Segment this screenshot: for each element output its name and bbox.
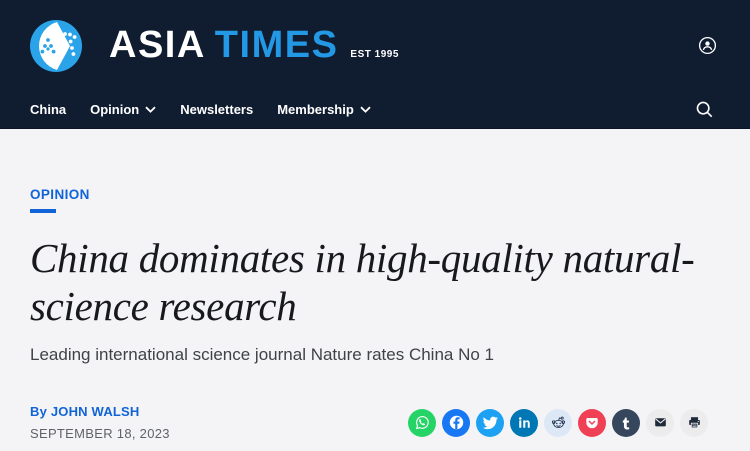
nav-item-newsletters[interactable]: Newsletters (180, 102, 253, 117)
author-link[interactable]: By JOHN WALSH (30, 404, 140, 419)
chevron-down-icon (360, 106, 371, 113)
account-icon (698, 36, 716, 55)
reddit-icon (551, 416, 565, 428)
share-buttons (408, 408, 720, 437)
nav-item-label: China (30, 102, 67, 117)
whatsapp-icon (415, 415, 429, 430)
main-nav: China Opinion Newsletters Membership (0, 91, 750, 129)
byline-block: By JOHN WALSH SEPTEMBER 18, 2023 (30, 404, 170, 441)
wordmark-asia: ASIA (109, 24, 206, 66)
search-icon (696, 101, 712, 118)
category-label: OPINION (30, 187, 90, 202)
nav-item-opinion[interactable]: Opinion (90, 102, 156, 117)
share-whatsapp-button[interactable] (408, 408, 436, 437)
search-button[interactable] (692, 98, 716, 122)
share-print-button[interactable] (680, 408, 708, 437)
share-pocket-button[interactable] (578, 408, 606, 437)
tumblr-icon (622, 417, 629, 430)
nav-item-label: Opinion (90, 102, 140, 117)
nav-item-china[interactable]: China (30, 102, 66, 117)
site-header: ASIA TIMES EST 1995 (0, 0, 750, 91)
wordmark-established: EST 1995 (350, 49, 399, 60)
share-email-button[interactable] (646, 408, 674, 437)
wordmark-times: TIMES (214, 24, 339, 66)
share-reddit-button[interactable] (544, 408, 572, 437)
account-button[interactable] (694, 33, 720, 59)
share-linkedin-button[interactable] (510, 408, 538, 437)
facebook-icon (449, 415, 463, 430)
share-tumblr-button[interactable] (612, 408, 640, 437)
asia-times-logo-icon[interactable] (30, 19, 82, 72)
share-twitter-button[interactable] (476, 408, 504, 437)
linkedin-icon (518, 417, 530, 428)
category-underline (30, 209, 56, 213)
chevron-down-icon (145, 106, 156, 113)
article-header: OPINION China dominates in high-quality … (0, 129, 750, 441)
share-facebook-button[interactable] (442, 408, 470, 437)
category-link[interactable]: OPINION (30, 187, 720, 213)
article-subtitle: Leading international science journal Na… (30, 345, 495, 364)
nav-item-label: Newsletters (180, 102, 254, 117)
pocket-icon (586, 417, 598, 428)
nav-item-membership[interactable]: Membership (277, 102, 371, 117)
email-icon (654, 418, 666, 427)
site-wordmark[interactable]: ASIA TIMES EST 1995 (109, 24, 399, 67)
nav-item-label: Membership (277, 102, 354, 117)
publish-date: SEPTEMBER 18, 2023 (30, 426, 170, 441)
article-headline: China dominates in high-quality natural-… (30, 235, 695, 329)
twitter-icon (482, 416, 498, 430)
byline-row: By JOHN WALSH SEPTEMBER 18, 2023 (30, 404, 720, 441)
print-icon (688, 417, 700, 429)
